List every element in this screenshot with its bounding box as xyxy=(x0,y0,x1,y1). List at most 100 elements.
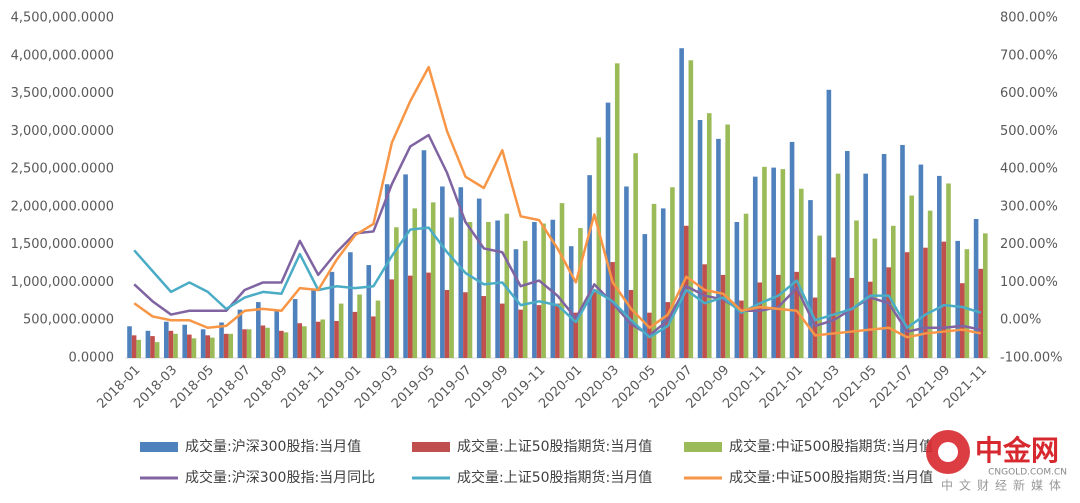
bar xyxy=(596,137,602,358)
bar xyxy=(941,241,947,358)
bar xyxy=(532,222,537,358)
bar xyxy=(591,292,597,358)
bar xyxy=(334,320,339,358)
bar xyxy=(697,120,703,358)
bar xyxy=(541,223,546,358)
bar xyxy=(223,333,229,358)
bar xyxy=(403,174,408,358)
bar xyxy=(430,202,436,358)
bar xyxy=(145,330,151,358)
bar xyxy=(449,217,454,358)
bar xyxy=(200,329,206,358)
bar xyxy=(555,303,560,358)
bar xyxy=(642,234,648,358)
bar xyxy=(550,219,556,358)
bar xyxy=(458,187,464,358)
legend-label: 成交量:中证500股指期货:当月值 xyxy=(729,469,933,486)
bar xyxy=(798,188,804,358)
y-tick-label: 2,500,000.0000 xyxy=(11,162,114,177)
bar xyxy=(357,294,362,358)
bar xyxy=(348,252,353,358)
bar xyxy=(734,222,740,358)
bar xyxy=(302,326,307,358)
bar xyxy=(614,63,620,358)
bar xyxy=(757,282,763,358)
bar xyxy=(407,275,413,358)
line xyxy=(133,65,982,339)
bar xyxy=(375,300,381,358)
y-tick-label: 3,500,000.0000 xyxy=(11,86,114,101)
bar xyxy=(476,198,482,358)
legend-swatch xyxy=(140,442,178,452)
bar xyxy=(559,203,565,358)
bar xyxy=(923,247,928,358)
bar xyxy=(463,292,468,358)
bar xyxy=(315,321,321,358)
bar xyxy=(499,303,505,358)
bar xyxy=(918,164,924,358)
bar xyxy=(154,342,160,358)
bar xyxy=(651,203,657,358)
bar xyxy=(504,213,510,358)
bar xyxy=(610,262,615,358)
bar xyxy=(260,325,266,358)
bar xyxy=(481,296,487,358)
bar xyxy=(219,322,224,358)
bar xyxy=(720,274,726,358)
bar xyxy=(536,305,542,358)
bar xyxy=(265,327,270,358)
y2-tick-label: 100.00% xyxy=(1000,275,1058,290)
bar xyxy=(904,252,910,358)
bar xyxy=(205,335,211,358)
bar xyxy=(752,176,758,358)
bar xyxy=(513,249,519,358)
y2-tick-label: 300.00% xyxy=(1000,199,1058,214)
legend-swatch xyxy=(684,442,722,452)
bar xyxy=(886,267,891,358)
bar xyxy=(279,330,284,358)
bar xyxy=(338,303,344,358)
bar xyxy=(835,173,841,358)
bar xyxy=(936,175,942,358)
bar xyxy=(743,213,749,358)
y-tick-label: 1,000,000.0000 xyxy=(11,275,114,290)
bar xyxy=(706,113,712,358)
y2-tick-label: 700.00% xyxy=(1000,48,1058,63)
bar xyxy=(812,297,818,358)
bar xyxy=(826,89,832,359)
bar xyxy=(246,329,252,358)
bar xyxy=(900,144,905,358)
bar xyxy=(421,150,427,358)
y2-tick-label: -100.00% xyxy=(1000,351,1063,366)
y2-tick-label: 400.00% xyxy=(1000,162,1058,177)
bar xyxy=(168,330,174,358)
bar xyxy=(960,283,965,358)
bar xyxy=(789,141,795,358)
bar xyxy=(775,274,781,358)
bar xyxy=(256,302,261,358)
bar xyxy=(605,102,611,358)
bar xyxy=(780,169,786,358)
y2-tick-label: 200.00% xyxy=(1000,237,1058,252)
bar xyxy=(568,246,574,358)
bar xyxy=(131,335,137,358)
bar xyxy=(522,240,528,358)
bar xyxy=(518,309,523,358)
bar xyxy=(329,271,335,358)
bar xyxy=(702,264,707,358)
bar xyxy=(136,339,142,358)
bar xyxy=(739,300,744,358)
bar xyxy=(274,309,280,358)
legend-swatch xyxy=(412,442,450,452)
bar xyxy=(578,228,583,358)
legend-label: 成交量:上证50股指期货:当月值 xyxy=(457,469,652,486)
bar xyxy=(688,60,694,359)
bar xyxy=(863,173,868,358)
bar xyxy=(173,333,178,358)
y-tick-label: 0.0000 xyxy=(69,351,115,366)
legend-label: 成交量:沪深300股指:当月同比 xyxy=(185,469,375,486)
y-tick-label: 1,500,000.0000 xyxy=(11,237,114,252)
bar xyxy=(890,225,896,358)
line xyxy=(133,133,982,337)
